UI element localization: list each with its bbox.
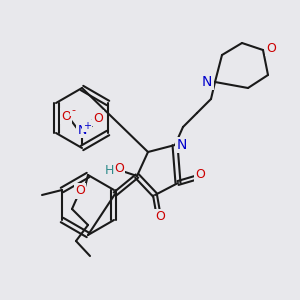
Text: O: O: [155, 211, 165, 224]
Text: H: H: [104, 164, 114, 176]
Text: O: O: [61, 110, 71, 122]
Text: N: N: [77, 124, 87, 136]
Text: N: N: [177, 138, 187, 152]
Text: O: O: [266, 41, 276, 55]
Text: +: +: [83, 121, 91, 131]
Text: O: O: [195, 169, 205, 182]
Text: O: O: [75, 184, 85, 197]
Text: -: -: [71, 105, 75, 115]
Text: O: O: [114, 161, 124, 175]
Text: N: N: [202, 75, 212, 89]
Text: O: O: [93, 112, 103, 124]
